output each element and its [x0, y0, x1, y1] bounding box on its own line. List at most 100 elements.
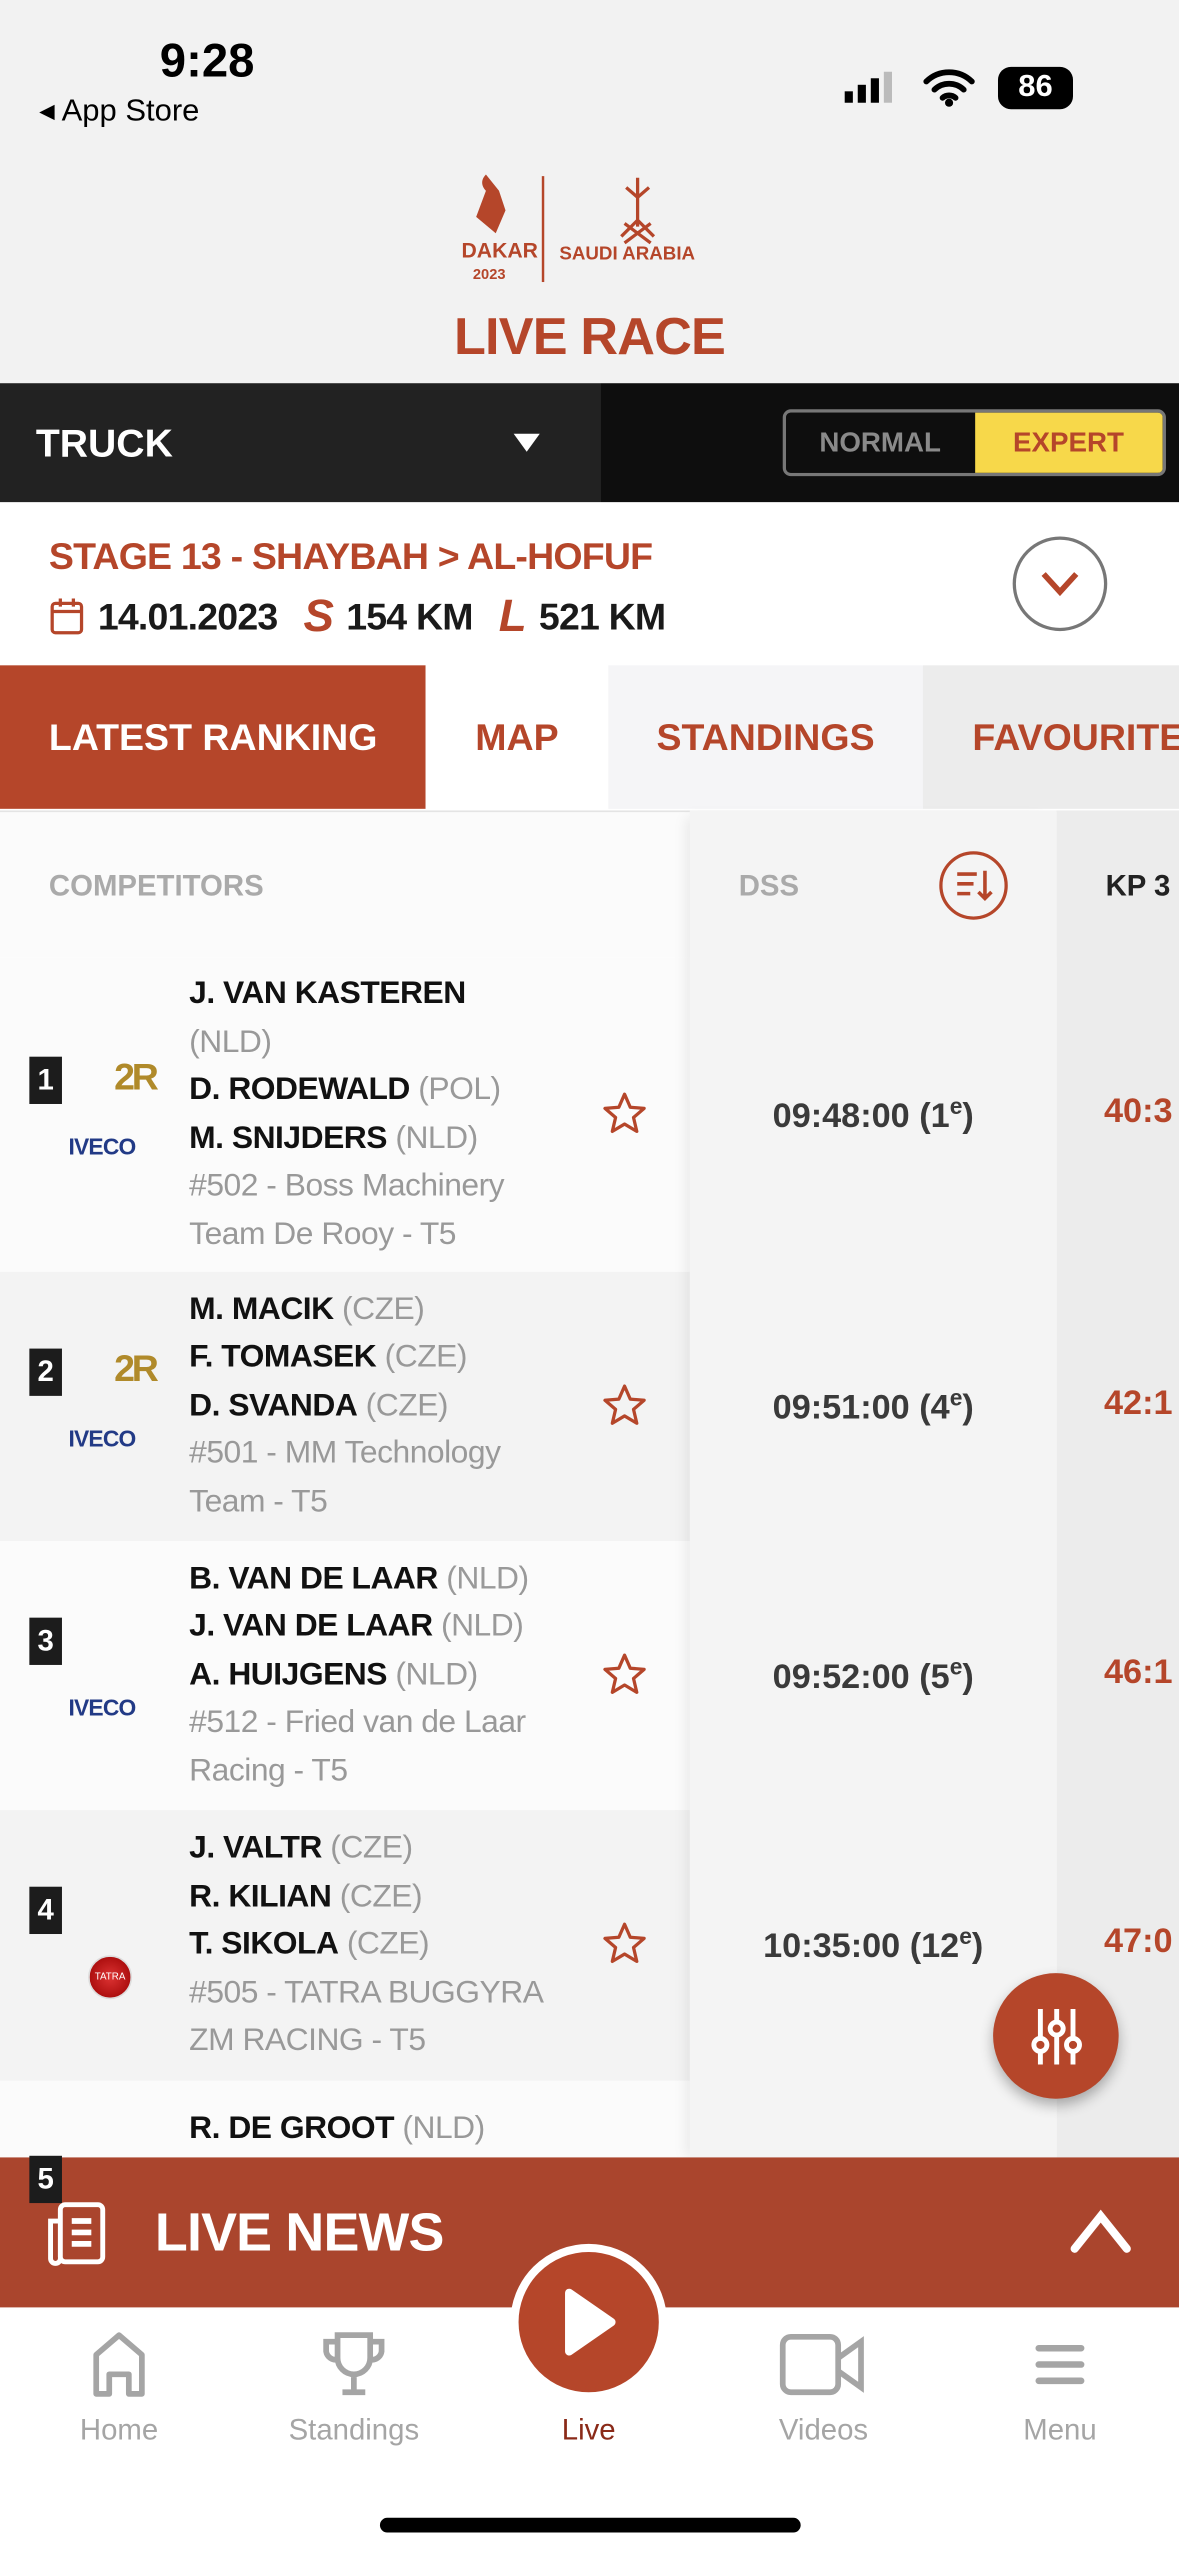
dss-position-suffix: e: [949, 1383, 963, 1410]
tab-favourites[interactable]: FAVOURITES: [923, 665, 1179, 809]
crew-member: J. VAN KASTEREN (NLD): [189, 970, 613, 1066]
crew-country: (CZE): [339, 1878, 423, 1915]
dropdown-caret-icon[interactable]: [513, 433, 540, 452]
trophy-icon: [323, 2332, 385, 2396]
nav-home[interactable]: Home: [21, 2332, 217, 2448]
nav-live-button[interactable]: [510, 2243, 667, 2401]
stage-expand-button[interactable]: [1012, 536, 1108, 632]
crew-name: D. SVANDA: [189, 1387, 358, 1424]
header-kp[interactable]: KP 3: [1105, 869, 1171, 902]
crew-name: D. RODEWALD: [189, 1071, 410, 1108]
kp-time: 42:1: [1103, 1383, 1173, 1422]
battery-indicator: 86: [997, 66, 1074, 110]
sort-icon[interactable]: [938, 850, 1010, 922]
iveco-logo: IVECO: [68, 1132, 136, 1159]
wifi-icon: [923, 69, 975, 107]
nav-label: Videos: [778, 2413, 869, 2447]
menu-icon: [1035, 2344, 1085, 2385]
tab-latest-ranking[interactable]: LATEST RANKING: [0, 665, 427, 809]
category-selected[interactable]: TRUCK: [35, 422, 173, 467]
crew-country: (NLD): [395, 1656, 478, 1693]
dss-position-suffix: e: [949, 1091, 963, 1118]
special-icon: S: [303, 590, 334, 641]
crew-country: (CZE): [330, 1830, 413, 1866]
special-distance: 154 KM: [346, 594, 473, 637]
page-title: LIVE RACE: [453, 306, 726, 366]
crew-list: B. VAN DE LAAR (NLD) J. VAN DE LAAR (NLD)…: [189, 1555, 613, 1796]
table-row[interactable]: [0, 1271, 690, 1542]
nav-standings[interactable]: Standings: [256, 2332, 452, 2448]
team-name: #512 - Fried van de Laar Racing - T5: [189, 1704, 526, 1789]
dss-time: 09:51:00 (4e): [772, 1383, 974, 1427]
dss-time: 09:48:00 (1e): [772, 1091, 974, 1135]
crew-list: J. VAN KASTEREN (NLD) D. RODEWALD (POL) M. …: [189, 970, 613, 1259]
newspaper-icon: [48, 2202, 106, 2266]
kp-time: 40:3: [1103, 1091, 1173, 1130]
svg-text:DAKAR: DAKAR: [461, 240, 538, 263]
table-row[interactable]: [0, 957, 690, 1272]
table-row[interactable]: [0, 1810, 690, 2081]
rank-badge: 4: [29, 1886, 62, 1935]
dss-column: [689, 810, 1057, 2164]
crew-country: (NLD): [395, 1119, 478, 1156]
rank-badge: 5: [29, 2155, 62, 2204]
filter-button[interactable]: [993, 1973, 1119, 2099]
mode-expert-button[interactable]: EXPERT: [974, 412, 1163, 473]
app-header: [0, 163, 1179, 384]
tab-standings[interactable]: STANDINGS: [607, 665, 924, 809]
tab-bar: LATEST RANKING MAP STANDINGS FAVOURITES: [0, 665, 1179, 809]
crew-list: M. MACIK (CZE) F. TOMASEK (CZE) D. SVANDA …: [189, 1286, 613, 1527]
crew-name: B. VAN DE LAAR: [189, 1560, 438, 1597]
stage-info: [0, 502, 1179, 666]
crew-member: B. VAN DE LAAR (NLD): [189, 1555, 613, 1603]
favorite-star-icon[interactable]: [602, 1921, 648, 1967]
favorite-star-icon[interactable]: [602, 1382, 648, 1428]
tab-map[interactable]: MAP: [426, 665, 608, 809]
crew-country: (NLD): [402, 2110, 485, 2147]
crew-name: A. HUIJGENS: [189, 1656, 387, 1693]
crew-name: M. MACIK: [189, 1291, 334, 1327]
dss-time: 09:52:00 (5e): [772, 1652, 974, 1696]
crew-list: R. DE GROOT (NLD): [189, 2105, 613, 2153]
stage-date: 14.01.2023: [97, 594, 278, 637]
crew-member: T. SIKOLA (CZE): [189, 1921, 613, 1969]
dss-position-suffix: e: [949, 1652, 963, 1679]
tatra-logo: TATRA: [88, 1955, 133, 2000]
mode-toggle[interactable]: NORMAL EXPERT: [782, 409, 1166, 477]
crew-name: M. SNIJDERS: [189, 1119, 387, 1156]
nav-label: Home: [79, 2413, 159, 2447]
favorite-star-icon[interactable]: [602, 1090, 648, 1136]
nav-videos[interactable]: Videos: [726, 2332, 922, 2448]
back-to-app-store[interactable]: ◂ App Store: [39, 94, 200, 129]
crew-name: F. TOMASEK: [189, 1339, 377, 1376]
nav-menu[interactable]: Menu: [962, 2332, 1158, 2448]
mode-normal-button[interactable]: NORMAL: [785, 412, 975, 473]
crew-member: M. MACIK (CZE): [189, 1286, 613, 1334]
stage-route: - SHAYBAH > AL-HOFUF: [220, 534, 653, 578]
header-dss[interactable]: DSS: [738, 869, 800, 902]
kp-time: 46:1: [1103, 1652, 1173, 1691]
iveco-logo: IVECO: [68, 1693, 136, 1720]
svg-text:2023: 2023: [473, 267, 506, 282]
category-select[interactable]: [0, 383, 601, 503]
table-row[interactable]: [0, 1541, 690, 1811]
iveco-logo: IVECO: [68, 1424, 136, 1451]
rank-badge: 3: [29, 1616, 62, 1665]
crew-member: M. SNIJDERS (NLD): [189, 1115, 613, 1163]
crew-name: J. VAN KASTEREN: [189, 975, 466, 1012]
liaison-distance: 521 KM: [538, 594, 666, 637]
team-name: #501 - MM Technology Team - T5: [189, 1435, 501, 1520]
chevron-up-icon[interactable]: [1068, 2208, 1133, 2257]
crew-country: (CZE): [384, 1339, 468, 1376]
crew-member: D. SVANDA (CZE): [189, 1382, 613, 1430]
team-name: #502 - Boss Machinery Team De Rooy - T5: [189, 1167, 505, 1252]
nav-label: Menu: [1023, 2413, 1097, 2447]
dakar-saudi-logo: DAKAR 2023 SAUDI ARABIA: [460, 171, 721, 283]
nav-live[interactable]: Live: [491, 2413, 687, 2447]
crew-member: A. HUIJGENS (NLD): [189, 1651, 613, 1699]
crew-country: (CZE): [346, 1926, 430, 1963]
favorite-star-icon[interactable]: [602, 1651, 648, 1697]
crew-member: D. RODEWALD (POL): [189, 1066, 613, 1114]
crew-country: (NLD): [189, 1023, 272, 1060]
crew-member: R. KILIAN (CZE): [189, 1873, 613, 1921]
